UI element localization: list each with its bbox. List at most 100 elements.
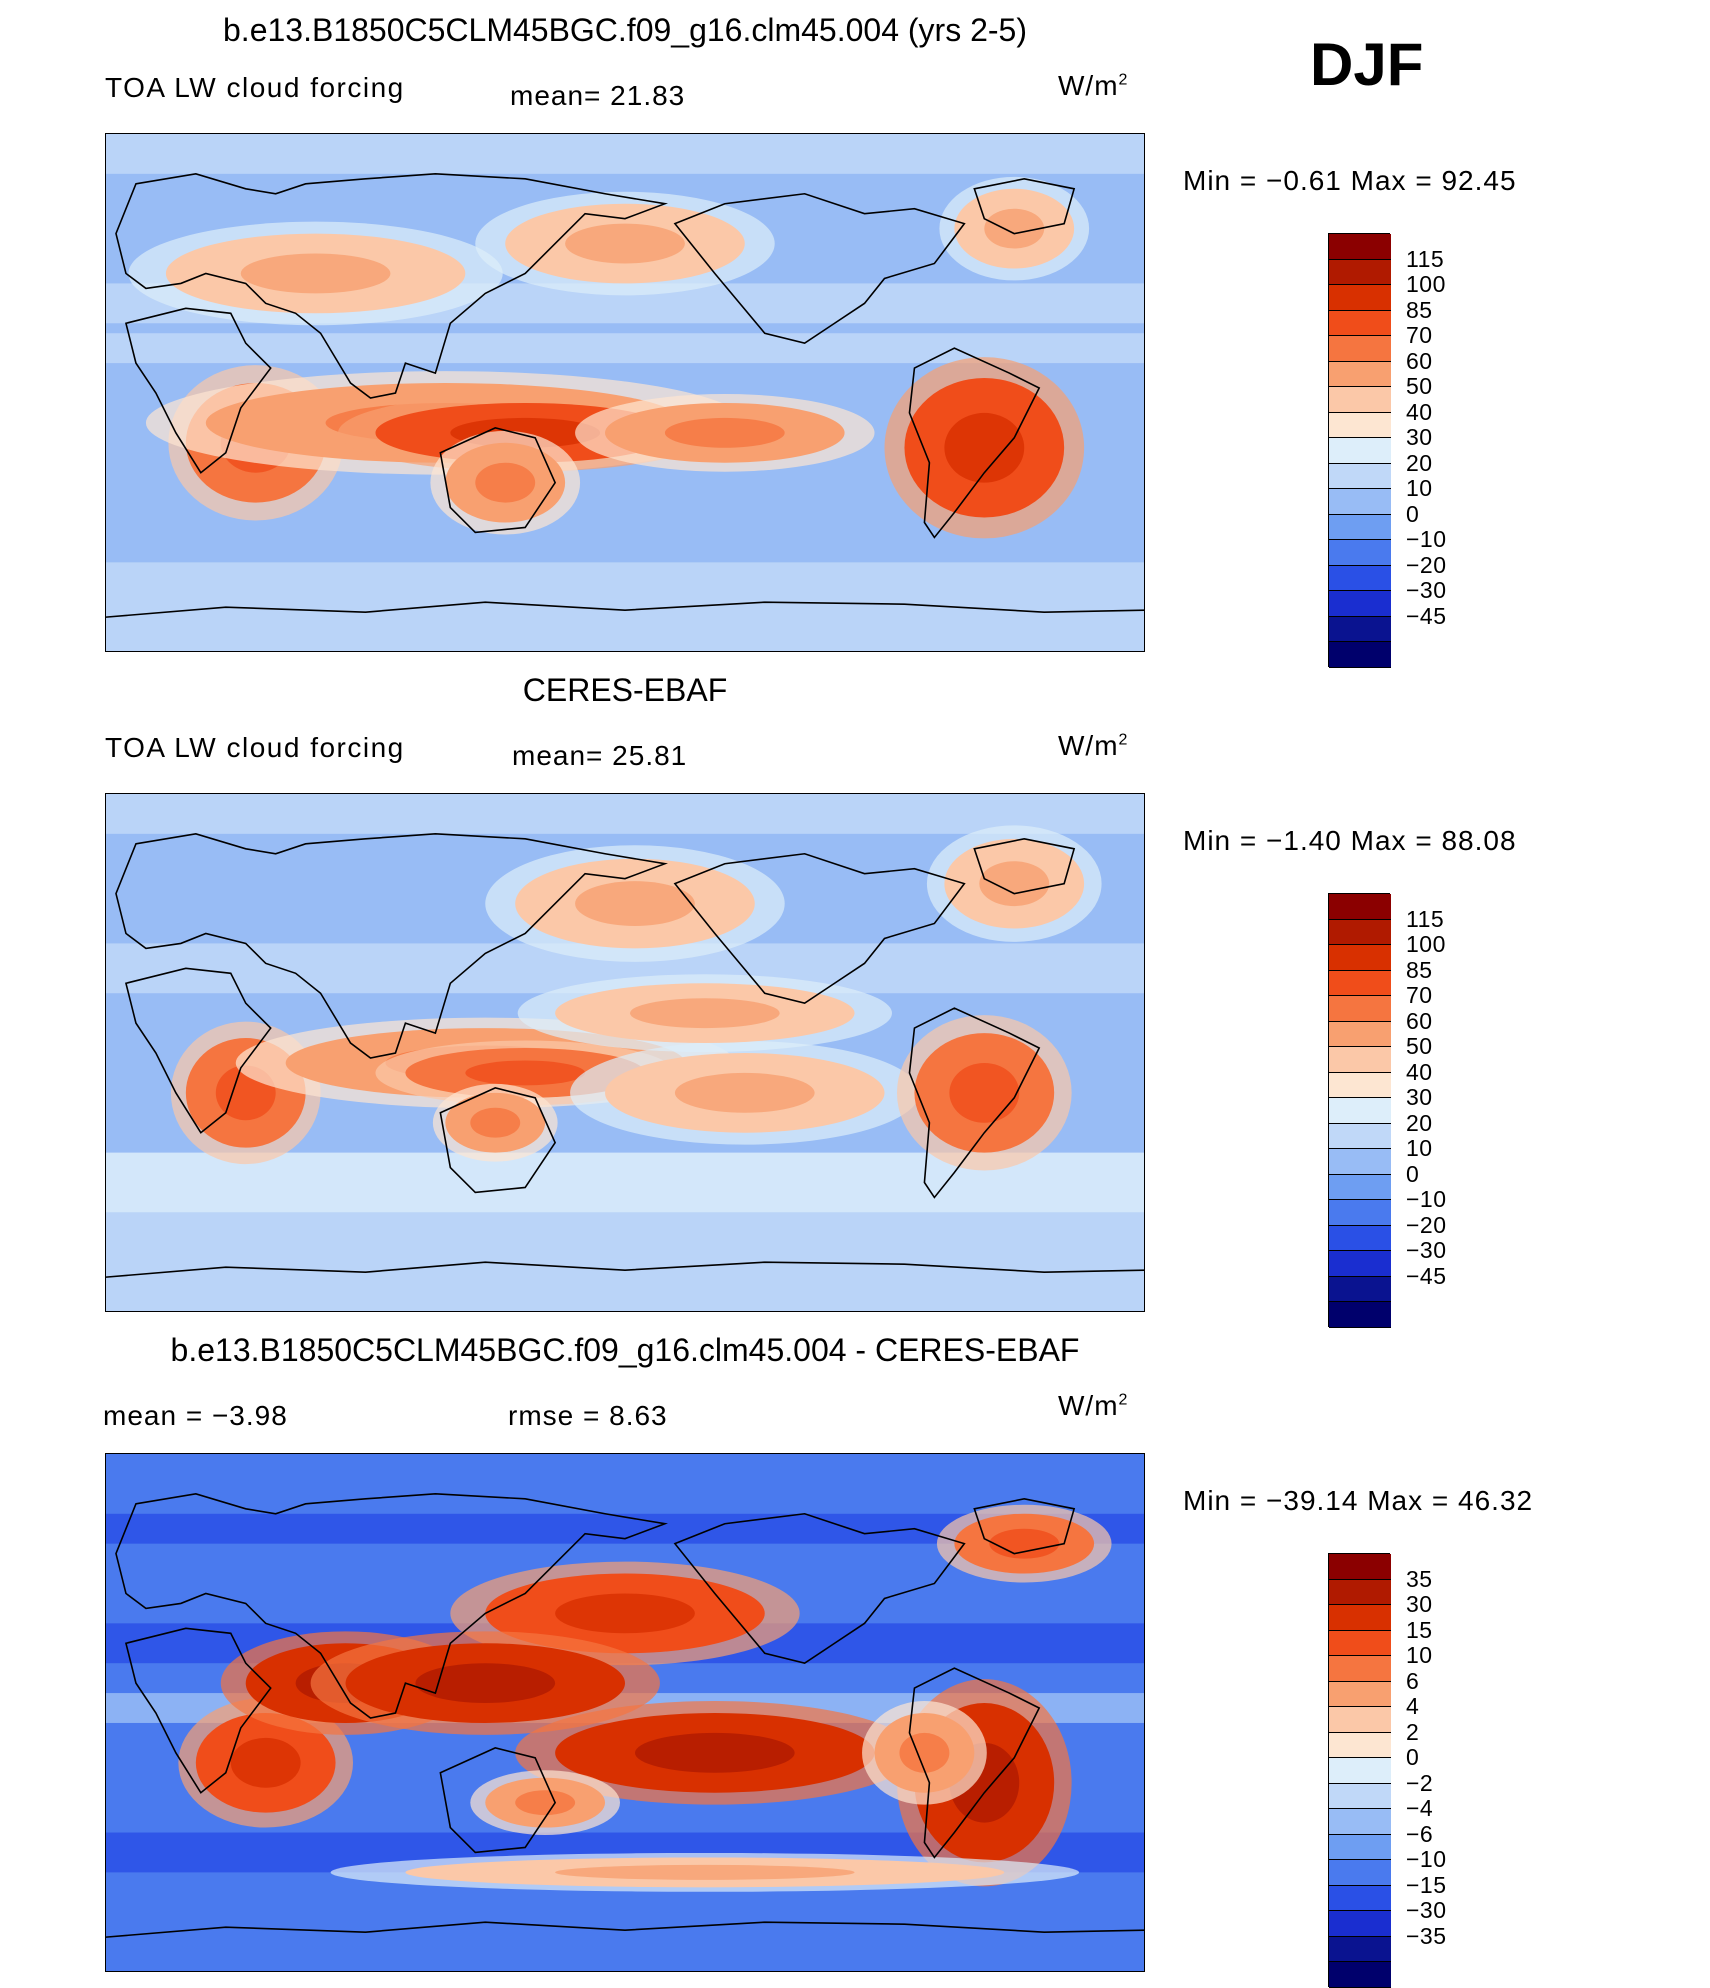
map-contour-core	[465, 1060, 586, 1086]
season-label: DJF	[1310, 31, 1424, 98]
colorbar-label: 60	[1406, 1007, 1433, 1034]
colorbar-swatch	[1329, 1707, 1391, 1733]
coastline	[908, 347, 1041, 539]
map-contour-core	[899, 1732, 950, 1773]
coastline	[673, 1512, 966, 1665]
colorbar-label: 4	[1406, 1693, 1420, 1719]
colorbar-swatch	[1329, 1911, 1391, 1937]
coastline	[908, 1007, 1041, 1199]
colorbar-swatch	[1329, 1554, 1391, 1580]
colorbar-swatch	[1329, 1047, 1391, 1073]
colorbar-swatch	[1329, 1302, 1391, 1328]
colorbar-swatch	[1329, 970, 1391, 996]
colorbar-label: −15	[1406, 1871, 1447, 1898]
colorbar-swatch	[1329, 1072, 1391, 1098]
colorbar-swatch	[1329, 540, 1391, 566]
map-contour-core	[629, 998, 780, 1029]
colorbar-label: −30	[1406, 1897, 1447, 1923]
colorbar-swatch	[1329, 1630, 1391, 1656]
colorbar-swatch	[1329, 1123, 1391, 1149]
panel-3-map	[105, 1453, 1145, 1972]
colorbar-swatch	[1329, 996, 1391, 1022]
panel-2-mean: mean= 25.81	[512, 740, 688, 771]
colorbar-label: 60	[1406, 347, 1433, 374]
panel-1-map	[105, 133, 1145, 652]
colorbar-label: 30	[1406, 1591, 1433, 1617]
colorbar-swatch	[1329, 1758, 1391, 1784]
coastline	[115, 833, 668, 1059]
colorbar-swatch	[1329, 463, 1391, 489]
colorbar-label: 115	[1406, 905, 1445, 932]
map-band	[106, 1212, 1144, 1311]
colorbar-label: −45	[1406, 602, 1447, 629]
colorbar-label: 20	[1406, 449, 1433, 476]
colorbar-swatch	[1329, 616, 1391, 642]
map-contour-core	[240, 253, 391, 294]
colorbar-swatch	[1329, 387, 1391, 413]
coastline	[115, 1493, 668, 1719]
map-band	[106, 562, 1144, 651]
colorbar-swatch	[1329, 945, 1391, 971]
colorbar-frame	[1328, 233, 1391, 668]
panel-3-rmse: rmse = 8.63	[508, 1400, 668, 1431]
map-contour-core	[664, 417, 785, 448]
map-contour-core	[989, 1528, 1060, 1559]
colorbar-label: 0	[1406, 500, 1420, 527]
map-contour-core	[984, 208, 1045, 249]
coastline	[106, 1921, 1144, 1938]
colorbar-label: 6	[1406, 1667, 1420, 1694]
colorbar-swatch	[1329, 1783, 1391, 1809]
colorbar-swatch	[1329, 1656, 1391, 1682]
colorbar-label: −6	[1406, 1820, 1434, 1847]
colorbar-swatch	[1329, 234, 1391, 260]
panel-2-title: CERES-EBAF	[522, 672, 728, 708]
coastline	[673, 192, 966, 345]
colorbar-label: 100	[1406, 271, 1446, 297]
colorbar-label: 70	[1406, 982, 1433, 1008]
panel-2-units: W/m2	[1058, 730, 1129, 761]
map-contour-core	[634, 1732, 795, 1773]
colorbar-label: 0	[1406, 1744, 1420, 1770]
coastline	[973, 1498, 1076, 1555]
panel-3-mean: mean = −3.98	[103, 1400, 288, 1431]
map-contour-core	[515, 1790, 576, 1816]
colorbar-label: −10	[1406, 1846, 1447, 1872]
colorbar-swatch	[1329, 1605, 1391, 1631]
coastline	[673, 852, 966, 1005]
map-contour-core	[470, 1107, 521, 1138]
colorbar-label: −2	[1406, 1769, 1434, 1796]
colorbar-swatch	[1329, 438, 1391, 464]
colorbar-swatch	[1329, 1681, 1391, 1707]
colorbar-label: 100	[1406, 931, 1446, 957]
colorbar-label: 70	[1406, 322, 1433, 348]
map-contour-core	[674, 1072, 815, 1113]
colorbar-label: −35	[1406, 1922, 1447, 1949]
map-band	[106, 134, 1144, 174]
coastline	[908, 1667, 1041, 1859]
colorbar-label: 35	[1406, 1565, 1433, 1592]
colorbar-label: 40	[1406, 398, 1433, 425]
map-contour-core	[415, 1663, 556, 1704]
panel-3-units: W/m2	[1058, 1390, 1129, 1421]
coastline	[124, 967, 272, 1134]
coastline	[973, 178, 1076, 235]
colorbar-label: −45	[1406, 1262, 1447, 1289]
colorbar-swatch	[1329, 336, 1391, 362]
colorbar-label: 50	[1406, 373, 1433, 399]
colorbar-swatch	[1329, 1809, 1391, 1835]
coastline	[115, 173, 668, 399]
colorbar-swatch	[1329, 894, 1391, 920]
map-contour-core	[555, 1864, 855, 1880]
colorbar-label: 115	[1406, 245, 1445, 272]
colorbar-swatch	[1329, 310, 1391, 336]
coastline	[106, 601, 1144, 618]
colorbar-swatch	[1329, 1251, 1391, 1277]
colorbar-label: 20	[1406, 1109, 1433, 1136]
colorbar-label: −20	[1406, 551, 1447, 578]
colorbar-label: 15	[1406, 1616, 1433, 1643]
colorbar-label: −30	[1406, 577, 1447, 603]
map-contour-core	[979, 861, 1050, 907]
colorbar-swatch	[1329, 1579, 1391, 1605]
panel-1-mean: mean= 21.83	[510, 80, 686, 111]
colorbar-swatch	[1329, 1732, 1391, 1758]
